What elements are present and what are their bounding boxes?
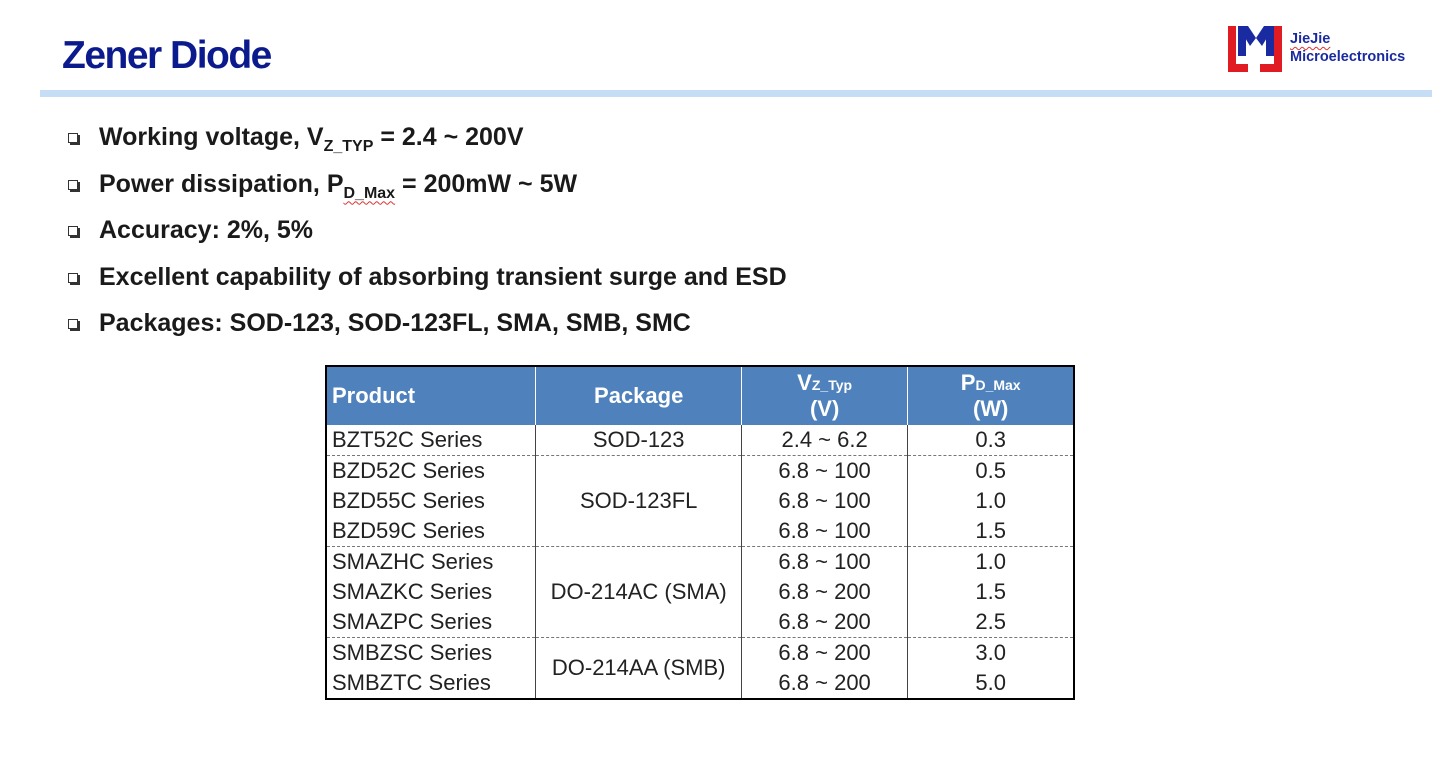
- table-row: SMBZSC Series DO-214AA (SMB) 6.8 ~ 200 3…: [326, 637, 1074, 699]
- header-pd-symbol: P: [960, 370, 976, 395]
- table-row: SMAZPC Series 6.8 ~ 200 2.5: [326, 607, 1074, 638]
- product-cell: SMAZPC Series: [326, 607, 537, 638]
- table-row: BZD52C Series SOD-123FL 6.8 ~ 100 0.5: [326, 455, 1074, 547]
- bullet-text-end: = 2.4 ~ 200V: [373, 123, 524, 151]
- company-logo: JieJie Microelectronics: [1228, 24, 1428, 74]
- vz-cell: 6.8 ~ 100: [741, 486, 909, 516]
- bullet-accuracy: Accuracy: 2%, 5%: [66, 211, 787, 258]
- pd-cell: 0.3: [975, 427, 1006, 452]
- product-cell: SMBZTC Series: [326, 668, 537, 699]
- vz-cell: 6.8 ~ 200: [741, 668, 909, 699]
- header-package: Package: [535, 366, 742, 425]
- checkbox-bullet-icon: [68, 272, 80, 285]
- pd-cell: 1.0: [975, 488, 1006, 513]
- table-row: SMAZKC Series 6.8 ~ 200 1.5: [326, 577, 1074, 607]
- checkbox-bullet-icon: [68, 319, 80, 331]
- header-pd-unit: (W): [972, 396, 1009, 421]
- vz-cell: 6.8 ~ 100: [741, 516, 909, 547]
- header-vz-subscript: Z_Typ: [811, 377, 853, 393]
- product-cell: BZT52C Series: [326, 425, 537, 456]
- product-cell: BZD52C Series: [326, 455, 537, 486]
- jj-logo-icon: [1228, 26, 1282, 72]
- bullet-packages: Packages: SOD-123, SOD-123FL, SMA, SMB, …: [66, 304, 787, 351]
- header-vz: VZ_Typ (V): [741, 366, 909, 425]
- package-cell: DO-214AC (SMA): [535, 546, 742, 638]
- product-table: Product Package VZ_Typ (V) PD_Max (W) BZ…: [325, 365, 1075, 700]
- bullet-text: Accuracy: 2%, 5%: [99, 216, 314, 244]
- bullet-subscript: D_Max: [343, 184, 396, 202]
- vz-cell: 2.4 ~ 6.2: [741, 425, 909, 456]
- package-cell: SOD-123: [535, 425, 742, 456]
- logo-text: JieJie Microelectronics: [1290, 30, 1405, 66]
- logo-line-1: JieJie: [1290, 31, 1331, 47]
- title-divider: [40, 90, 1432, 97]
- header-pd: PD_Max (W): [907, 366, 1074, 425]
- table-row: BZD59C Series 6.8 ~ 100 1.5: [326, 516, 1074, 547]
- page-title: Zener Diode: [62, 34, 272, 77]
- vz-cell: 6.8 ~ 100: [741, 546, 909, 577]
- bullet-working-voltage: Working voltage, VZ_TYP = 2.4 ~ 200V: [66, 118, 787, 165]
- checkbox-bullet-icon: [68, 179, 80, 192]
- bullet-text-end: = 200mW ~ 5W: [395, 169, 578, 198]
- product-cell: SMAZKC Series: [326, 577, 537, 607]
- bullet-text: Packages: SOD-123, SOD-123FL, SMA, SMB, …: [99, 309, 691, 337]
- pd-cell: 1.0: [907, 546, 1074, 577]
- checkbox-bullet-icon: [68, 133, 80, 145]
- pd-cell: 1.5: [975, 518, 1006, 543]
- pd-cell: 1.5: [975, 579, 1006, 604]
- bullet-text: Power dissipation, P: [99, 169, 344, 198]
- feature-list: Working voltage, VZ_TYP = 2.4 ~ 200V Pow…: [66, 118, 787, 351]
- product-cell: BZD55C Series: [326, 486, 537, 516]
- table-header-row: Product Package VZ_Typ (V) PD_Max (W): [326, 366, 1074, 425]
- table-row: SMAZHC Series DO-214AC (SMA) 6.8 ~ 100 1…: [326, 546, 1074, 638]
- table-row: BZD55C Series 6.8 ~ 100 1.0: [326, 486, 1074, 516]
- bullet-surge-capability: Excellent capability of absorbing transi…: [66, 258, 787, 305]
- bullet-text: Working voltage, V: [99, 123, 324, 151]
- logo-line-2: Microelectronics: [1290, 49, 1406, 65]
- pd-cell: 3.0: [907, 637, 1074, 668]
- pd-cell: 2.5: [975, 609, 1006, 634]
- bullet-text: Excellent capability of absorbing transi…: [99, 262, 787, 291]
- vz-cell: 6.8 ~ 200: [741, 607, 909, 638]
- header-product: Product: [326, 366, 537, 425]
- bullet-subscript: Z_TYP: [323, 138, 374, 155]
- header-pd-subscript: D_Max: [975, 377, 1021, 393]
- table-row: BZT52C Series SOD-123 2.4 ~ 6.2 0.3: [326, 425, 1074, 456]
- vz-cell: 6.8 ~ 200: [741, 577, 909, 607]
- header-vz-symbol: V: [797, 370, 812, 395]
- product-cell: BZD59C Series: [326, 516, 537, 547]
- package-cell: DO-214AA (SMB): [535, 637, 742, 699]
- pd-cell: 5.0: [975, 670, 1006, 695]
- product-cell: SMBZSC Series: [326, 637, 537, 668]
- product-cell: SMAZHC Series: [326, 546, 537, 577]
- package-cell: SOD-123FL: [535, 455, 742, 547]
- vz-cell: 6.8 ~ 200: [741, 637, 909, 668]
- header-vz-unit: (V): [809, 396, 840, 421]
- pd-cell: 0.5: [907, 455, 1074, 486]
- table-row: SMBZTC Series 6.8 ~ 200 5.0: [326, 668, 1074, 699]
- vz-cell: 6.8 ~ 100: [741, 455, 909, 486]
- bullet-power-dissipation: Power dissipation, PD_Max = 200mW ~ 5W: [66, 165, 787, 212]
- checkbox-bullet-icon: [68, 226, 80, 238]
